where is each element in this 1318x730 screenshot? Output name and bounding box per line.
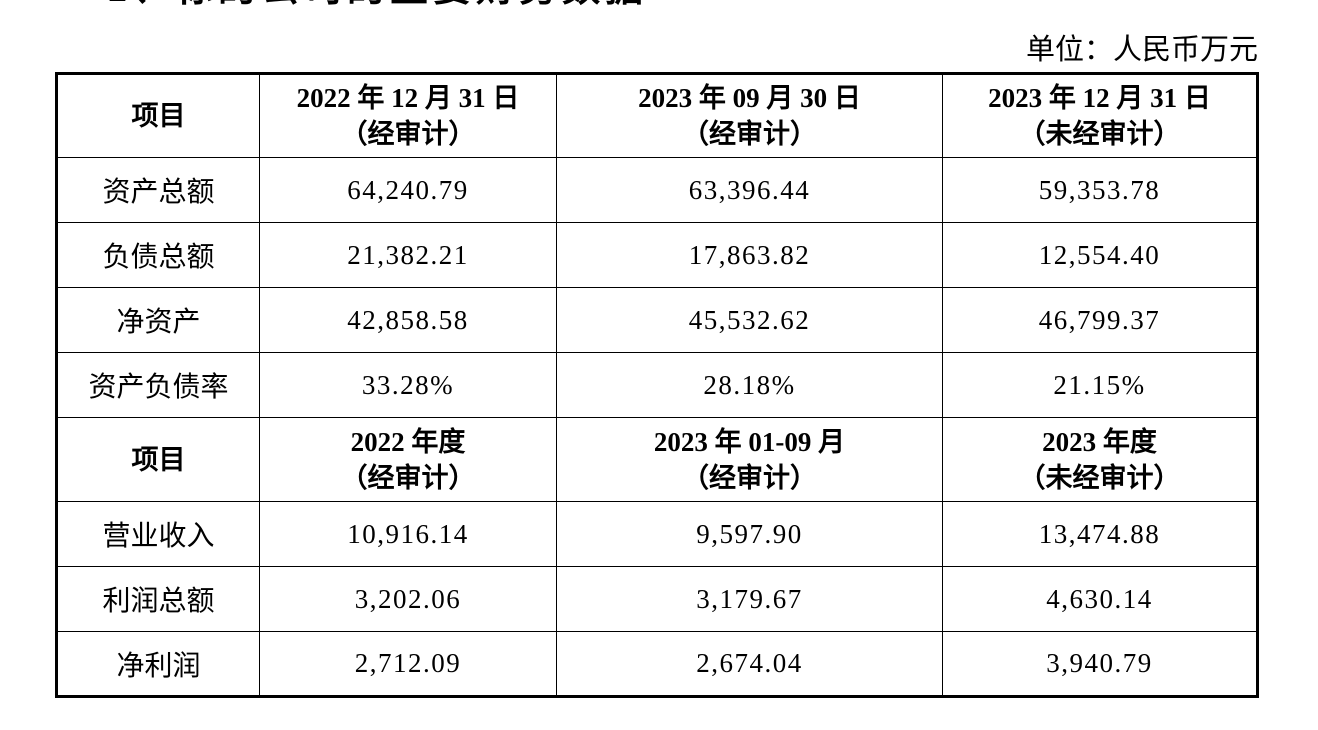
value-cell: 42,858.58 — [259, 287, 557, 353]
header-line2: （经审计） — [340, 119, 476, 149]
table-row-operating-revenue: 营业收入 10,916.14 9,597.90 13,474.88 — [56, 501, 1258, 567]
table-row-total-assets: 资产总额 64,240.79 63,396.44 59,353.78 — [56, 157, 1258, 223]
row-label: 营业收入 — [56, 501, 260, 567]
value-cell: 17,863.82 — [556, 222, 943, 288]
row-label: 利润总额 — [56, 566, 260, 632]
unit-label: 单位：人民币万元 — [1025, 34, 1258, 66]
header-line1: 2023 年 09 月 30 日 — [638, 83, 861, 113]
row-label: 资产负债率 — [56, 352, 260, 418]
header-line1: 2023 年 12 月 31 日 — [988, 83, 1211, 113]
table-header-row-income: 项目 2022 年度 （经审计） 2023 年 01-09 月 （经审计） 20… — [56, 417, 1258, 502]
value-cell: 10,916.14 — [259, 501, 557, 567]
row-label: 负债总额 — [56, 222, 260, 288]
value-cell: 3,179.67 — [556, 566, 943, 632]
value-cell: 13,474.88 — [942, 501, 1258, 567]
row-label: 净资产 — [56, 287, 260, 353]
value-cell: 64,240.79 — [259, 157, 557, 223]
value-cell: 21,382.21 — [259, 222, 557, 288]
value-cell: 59,353.78 — [942, 157, 1258, 223]
header-line1: 2022 年度 — [350, 426, 466, 457]
header-cell-date-2023-09: 2023 年 09 月 30 日 （经审计） — [556, 73, 943, 158]
header-line2: （未经审计） — [1018, 462, 1181, 493]
section-title-text: 2、标的公司的主要财务数据 — [108, 0, 688, 11]
header-line1: 2023 年度 — [1042, 426, 1157, 457]
table-row-debt-ratio: 资产负债率 33.28% 28.18% 21.15% — [56, 352, 1258, 418]
header-line1: 项目 — [131, 444, 186, 475]
header-cell-period-2022: 2022 年度 （经审计） — [259, 417, 557, 502]
value-cell: 46,799.37 — [942, 287, 1258, 353]
header-line1: 2023 年 01-09 月 — [653, 426, 846, 457]
table-row-total-profit: 利润总额 3,202.06 3,179.67 4,630.14 — [56, 566, 1258, 632]
table-row-total-liabilities: 负债总额 21,382.21 17,863.82 12,554.40 — [56, 222, 1258, 288]
value-cell: 3,940.79 — [942, 631, 1258, 697]
value-cell: 45,532.62 — [556, 287, 943, 353]
header-cell-period-2023: 2023 年度 （未经审计） — [942, 417, 1258, 502]
value-cell: 12,554.40 — [942, 222, 1258, 288]
table-row-net-profit: 净利润 2,712.09 2,674.04 3,940.79 — [56, 631, 1258, 697]
header-cell-item: 项目 — [56, 73, 260, 158]
value-cell: 3,202.06 — [259, 566, 557, 632]
value-cell: 33.28% — [259, 352, 557, 418]
value-cell: 63,396.44 — [556, 157, 943, 223]
value-cell: 9,597.90 — [556, 501, 943, 567]
value-cell: 21.15% — [942, 352, 1258, 418]
section-title-clipped: 2、标的公司的主要财务数据 — [108, 0, 688, 13]
header-cell-item: 项目 — [56, 417, 260, 502]
header-cell-date-2023-12: 2023 年 12 月 31 日 （未经审计） — [942, 73, 1258, 158]
value-cell: 28.18% — [556, 352, 943, 418]
header-cell-date-2022: 2022 年 12 月 31 日 （经审计） — [259, 73, 557, 158]
financial-data-table: 项目 2022 年 12 月 31 日 （经审计） 2023 年 09 月 30… — [55, 72, 1259, 698]
row-label: 净利润 — [56, 631, 260, 697]
header-cell-period-2023-01-09: 2023 年 01-09 月 （经审计） — [556, 417, 943, 502]
value-cell: 4,630.14 — [942, 566, 1258, 632]
value-cell: 2,712.09 — [259, 631, 557, 697]
header-line2: （经审计） — [682, 119, 817, 149]
header-line2: （经审计） — [340, 462, 476, 493]
header-line1: 项目 — [131, 101, 186, 131]
value-cell: 2,674.04 — [556, 631, 943, 697]
row-label: 资产总额 — [56, 157, 260, 223]
table-row-net-assets: 净资产 42,858.58 45,532.62 46,799.37 — [56, 287, 1258, 353]
header-line2: （经审计） — [682, 462, 817, 493]
table-header-row-balance: 项目 2022 年 12 月 31 日 （经审计） 2023 年 09 月 30… — [56, 73, 1258, 158]
header-line2: （未经审计） — [1018, 119, 1181, 149]
header-line1: 2022 年 12 月 31 日 — [296, 83, 520, 113]
